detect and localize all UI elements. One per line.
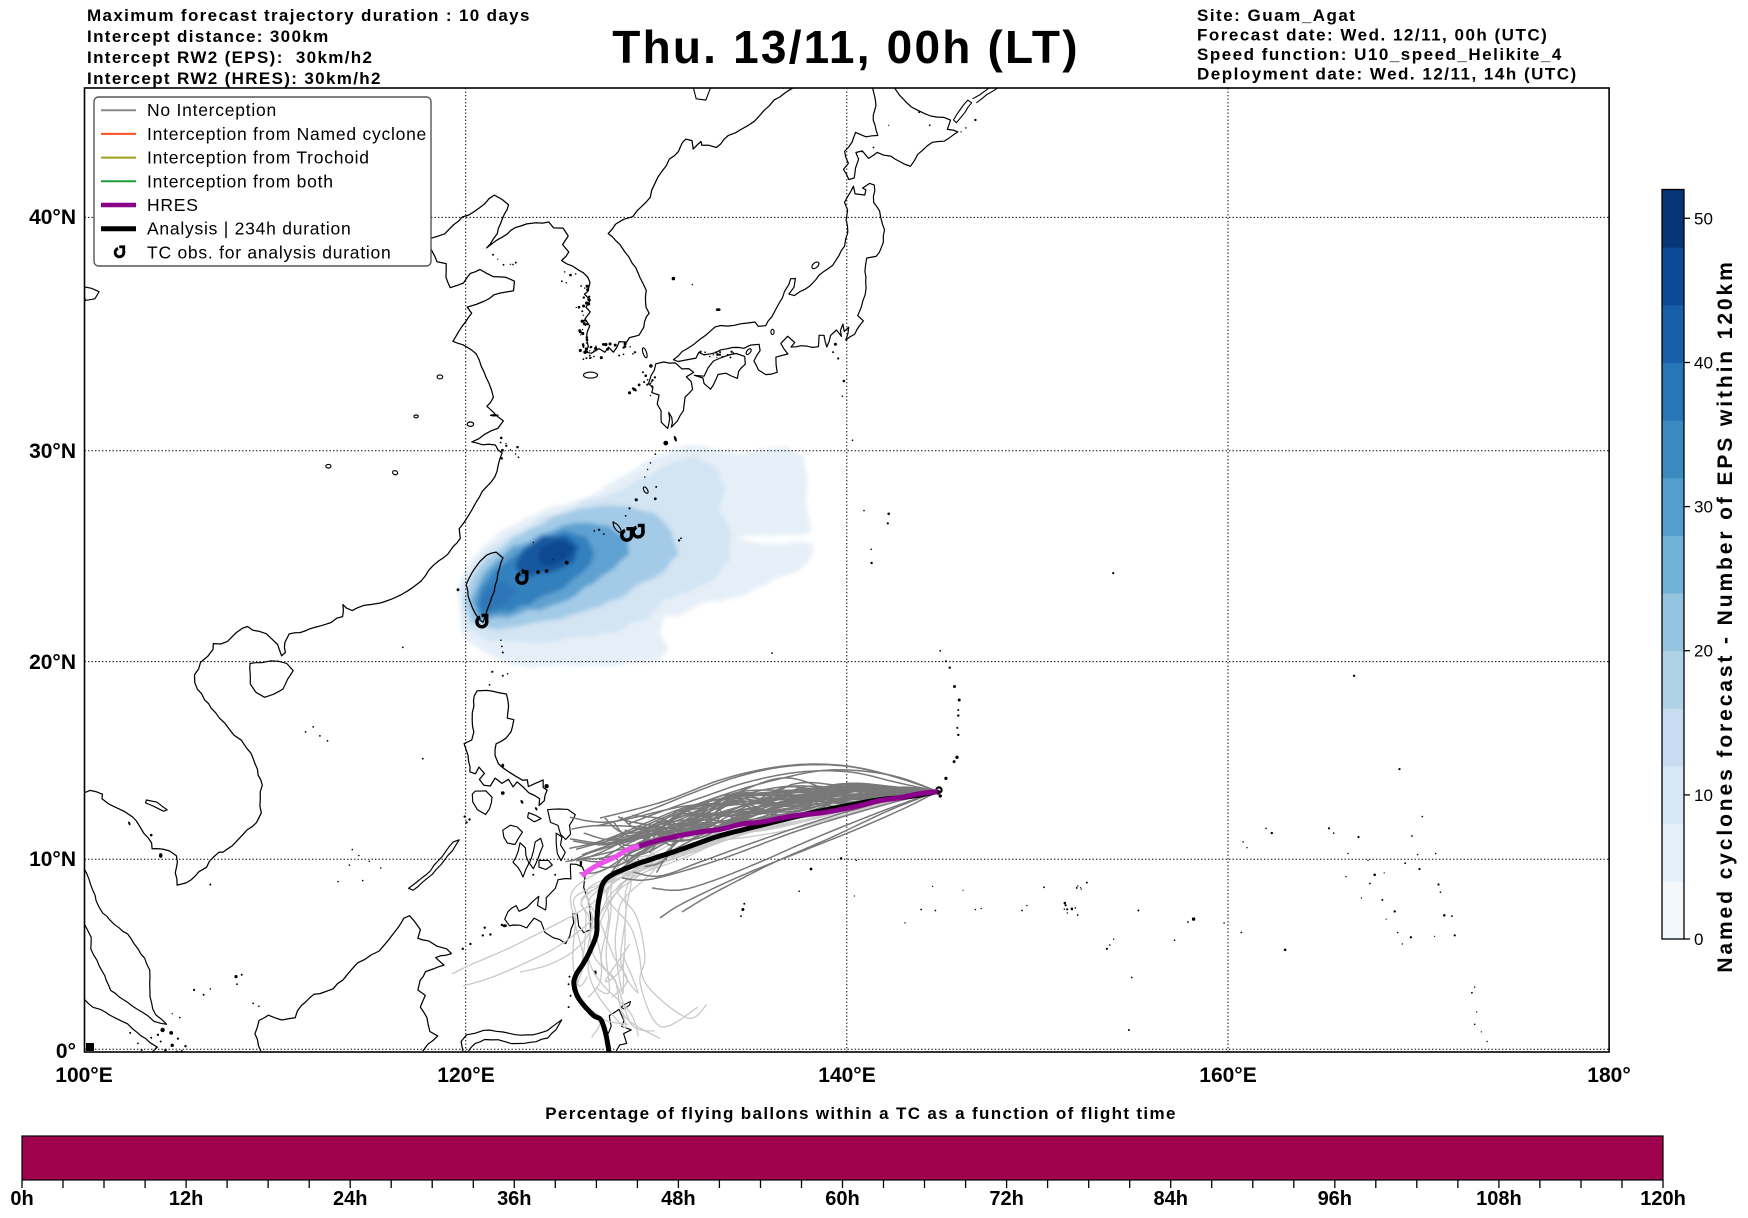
svg-text:30: 30 (1694, 498, 1713, 517)
svg-text:20: 20 (1694, 642, 1713, 661)
svg-text:Site: Guam_Agat: Site: Guam_Agat (1197, 6, 1356, 25)
svg-text:160°E: 160°E (1199, 1064, 1256, 1087)
svg-text:0: 0 (1694, 930, 1703, 949)
svg-text:40: 40 (1694, 354, 1713, 373)
svg-text:Intercept distance: 300km: Intercept distance: 300km (87, 27, 330, 46)
svg-text:Deployment date: Wed. 12/11, 1: Deployment date: Wed. 12/11, 14h (UTC) (1197, 65, 1578, 84)
svg-text:Speed function: U10_speed_Heli: Speed function: U10_speed_Helikite_4 (1197, 45, 1563, 64)
svg-text:24h: 24h (333, 1188, 367, 1210)
svg-text:30°N: 30°N (29, 440, 76, 463)
svg-text:Analysis | 234h duration: Analysis | 234h duration (147, 219, 351, 239)
svg-text:Interception from both: Interception from both (147, 171, 334, 191)
svg-text:Named cyclones forecast - Numb: Named cyclones forecast - Number of EPS … (1714, 259, 1737, 972)
svg-text:120°E: 120°E (437, 1064, 494, 1087)
svg-text:10°N: 10°N (29, 848, 76, 871)
svg-text:100°E: 100°E (55, 1064, 112, 1087)
svg-text:Forecast date: Wed. 12/11, 00h: Forecast date: Wed. 12/11, 00h (UTC) (1197, 26, 1548, 45)
svg-text:10: 10 (1694, 786, 1713, 805)
svg-text:Thu. 13/11, 00h (LT): Thu. 13/11, 00h (LT) (612, 21, 1079, 73)
svg-text:96h: 96h (1318, 1188, 1352, 1210)
svg-text:120h: 120h (1640, 1188, 1686, 1210)
svg-text:12h: 12h (169, 1188, 203, 1210)
svg-text:48h: 48h (661, 1188, 695, 1210)
svg-text:72h: 72h (989, 1188, 1023, 1210)
svg-text:Interception from Named cyclon: Interception from Named cyclone (147, 124, 427, 144)
svg-text:0°: 0° (56, 1040, 76, 1063)
svg-text:Intercept RW2 (HRES): 30km/h2: Intercept RW2 (HRES): 30km/h2 (87, 69, 382, 88)
svg-text:Percentage of flying ballons w: Percentage of flying ballons within a TC… (545, 1104, 1177, 1123)
svg-text:Interception from Trochoid: Interception from Trochoid (147, 148, 370, 168)
svg-text:84h: 84h (1153, 1188, 1187, 1210)
svg-text:36h: 36h (497, 1188, 531, 1210)
svg-text:108h: 108h (1476, 1188, 1522, 1210)
svg-text:50: 50 (1694, 209, 1713, 228)
svg-text:60h: 60h (825, 1188, 859, 1210)
svg-text:TC obs. for analysis duration: TC obs. for analysis duration (147, 242, 392, 262)
svg-text:140°E: 140°E (818, 1064, 875, 1087)
svg-text:Intercept RW2 (EPS): 30km/h2: Intercept RW2 (EPS): 30km/h2 (87, 48, 373, 67)
svg-text:Maximum forecast trajectory du: Maximum forecast trajectory duration : 1… (87, 6, 531, 25)
svg-text:40°N: 40°N (29, 206, 76, 229)
svg-text:No Interception: No Interception (147, 100, 277, 120)
svg-text:HRES: HRES (147, 195, 199, 215)
svg-text:20°N: 20°N (29, 651, 76, 674)
svg-text:180°: 180° (1587, 1064, 1630, 1087)
svg-text:0h: 0h (10, 1188, 33, 1210)
